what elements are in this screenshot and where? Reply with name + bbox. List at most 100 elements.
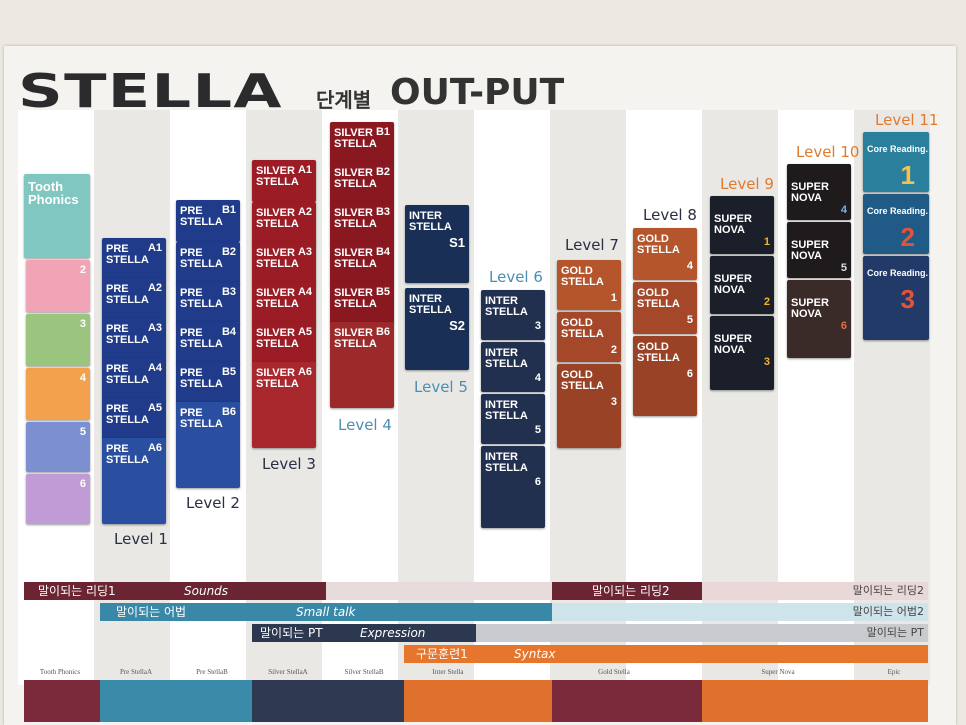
book-title: INTER STELLA — [485, 347, 528, 370]
book-number: 1 — [610, 292, 617, 304]
bar-label: 말이되는 어법2 — [852, 605, 924, 618]
book-number: 5 — [686, 314, 693, 326]
book-title: PRE STELLA — [180, 247, 223, 270]
book-cover: PRE STELLA B1 — [176, 200, 240, 242]
column-header: Silver StellaA — [268, 668, 308, 676]
book-number: B3 — [221, 286, 236, 298]
book-number: 3 — [534, 320, 541, 332]
book-cover: SUPER NOVA 4 — [787, 164, 851, 220]
book-title: Core Reading. — [867, 206, 929, 216]
book-title: SUPER NOVA — [714, 273, 752, 296]
book-cover: INTER STELLA 3 — [481, 290, 545, 340]
book-cover: Core Reading. 2 — [863, 194, 929, 254]
book-number: 5 — [534, 424, 541, 436]
column-header: Silver StellaB — [344, 668, 384, 676]
book-title: SILVER STELLA — [334, 167, 377, 190]
column-header: Pre StellaA — [119, 668, 153, 676]
book-title: SILVER STELLA — [334, 247, 377, 270]
book-title: SUPER NOVA — [714, 213, 752, 236]
book-cover: SUPER NOVA 2 — [710, 256, 774, 314]
book-title: INTER STELLA — [409, 210, 452, 233]
book-number: B6 — [375, 326, 390, 338]
book-title: SUPER NOVA — [791, 181, 829, 204]
book-number: B4 — [375, 246, 390, 258]
book-number: 4 — [534, 372, 541, 384]
bar-syntax: 구문훈련1 Syntax — [404, 645, 928, 663]
column-header: Inter Stella — [432, 668, 464, 676]
book-number: 2 — [900, 222, 915, 252]
book-number: A6 — [297, 366, 312, 378]
book-cover: GOLD STELLA 3 — [557, 364, 621, 448]
bar-reading1-fill — [326, 582, 552, 600]
book-number: 3 — [900, 284, 915, 314]
book-title: PRE STELLA — [106, 323, 149, 346]
book-title: PRE STELLA — [180, 367, 223, 390]
book-title: GOLD STELLA — [637, 233, 680, 256]
book-title: PRE STELLA — [180, 205, 223, 228]
book-number: 4 — [686, 260, 693, 272]
bar-label: Sounds — [184, 584, 229, 598]
description-panel — [252, 680, 328, 722]
book-number: A4 — [297, 286, 312, 298]
book-cover: SILVER STELLA B3 — [330, 202, 394, 244]
book-title: GOLD STELLA — [637, 341, 680, 364]
book-cover: GOLD STELLA 1 — [557, 260, 621, 310]
book-title: GOLD STELLA — [561, 369, 604, 392]
book-number: 3 — [610, 396, 617, 408]
bar-grammar: 말이되는 어법 Small talk — [100, 603, 552, 621]
level-label: Level 10 — [796, 143, 860, 161]
book-title: SILVER STELLA — [256, 287, 299, 310]
level-label: Level 5 — [414, 378, 468, 396]
level-label: Level 11 — [875, 111, 939, 129]
book-cover: GOLD STELLA 4 — [633, 228, 697, 280]
book-number: A1 — [297, 164, 312, 176]
book-number: B2 — [375, 166, 390, 178]
book-number: B6 — [221, 406, 236, 418]
book-cover: SILVER STELLA B6 — [330, 322, 394, 408]
book-title: GOLD STELLA — [561, 265, 604, 288]
book-title: GOLD STELLA — [637, 287, 680, 310]
book-cover: Core Reading. 3 — [863, 256, 929, 340]
book-cover: SILVER STELLA A2 — [252, 202, 316, 244]
book-number: A6 — [147, 442, 162, 454]
book-title: SILVER STELLA — [334, 327, 377, 350]
book-cover: 5 — [26, 422, 90, 472]
book-cover: PRE STELLA A5 — [102, 398, 166, 440]
book-cover: SILVER STELLA A1 — [252, 160, 316, 202]
bar-label: Expression — [360, 626, 426, 640]
book-cover: INTER STELLA S2 — [405, 288, 469, 370]
book-title: Core Reading. — [867, 144, 929, 154]
book-cover: INTER STELLA 6 — [481, 446, 545, 528]
book-cover: SUPER NOVA 6 — [787, 280, 851, 358]
book-number: A3 — [297, 246, 312, 258]
book-number: 5 — [840, 262, 847, 274]
book-number: A1 — [147, 242, 162, 254]
book-title: SUPER NOVA — [791, 297, 829, 320]
book-title: PRE STELLA — [180, 327, 223, 350]
description-panel — [328, 680, 404, 722]
column-header: Tooth Phonics — [39, 668, 81, 676]
bar-grammar-fill: 말이되는 어법2 — [552, 603, 928, 621]
book-number: 6 — [686, 368, 693, 380]
book-title: INTER STELLA — [409, 293, 452, 316]
bar-pt: 말이되는 PT Expression — [252, 624, 476, 642]
page-subtitle-2: OUT-PUT — [390, 72, 565, 113]
description-panel — [852, 680, 928, 722]
book-title: INTER STELLA — [485, 295, 528, 318]
book-title: PRE STELLA — [180, 287, 223, 310]
book-cover: SILVER STELLA A4 — [252, 282, 316, 324]
bar-label: 구문훈련1 — [416, 647, 468, 661]
book-title: Core Reading. — [867, 268, 929, 278]
bar-label: 말이되는 PT — [260, 626, 323, 640]
book-number: 1 — [763, 236, 770, 248]
book-cover: SUPER NOVA 5 — [787, 222, 851, 278]
book-cover: GOLD STELLA 5 — [633, 282, 697, 334]
book-cover: Core Reading. 1 — [863, 132, 929, 192]
level-label: Level 7 — [565, 236, 619, 254]
book-number: B3 — [375, 206, 390, 218]
level-label: Level 3 — [262, 455, 316, 473]
description-panel — [24, 680, 100, 722]
bar-label: 말이되는 리딩2 — [852, 584, 924, 597]
book-number: 5 — [79, 426, 86, 438]
book-number: 4 — [840, 204, 847, 216]
